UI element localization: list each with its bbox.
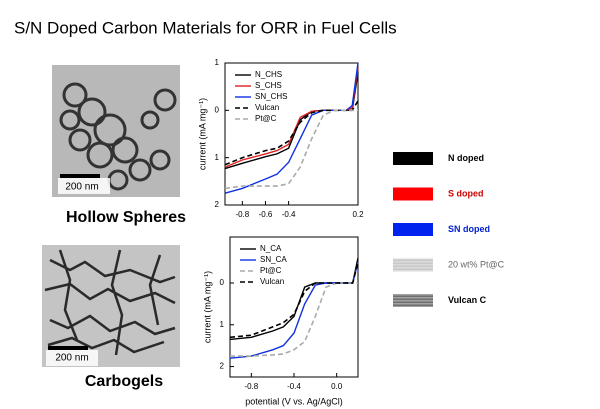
series-line xyxy=(224,62,359,194)
series-line xyxy=(224,67,359,168)
legend-label: Pt@C xyxy=(260,266,282,275)
y-tick-label: 1 xyxy=(220,320,225,329)
legend-label: Vulcan C xyxy=(448,295,487,305)
x-tick-label: -0.8 xyxy=(235,210,249,219)
series-line xyxy=(224,100,359,166)
micrograph xyxy=(52,65,180,197)
y-tick-label: 2 xyxy=(220,362,225,371)
y-axis-label: current (mA mg⁻¹) xyxy=(197,98,207,170)
series-line xyxy=(230,282,358,357)
image-label: Hollow Spheres xyxy=(66,209,186,226)
legend-label: SN doped xyxy=(448,224,490,234)
legend-swatch-stripe xyxy=(393,294,433,307)
y-tick-label: 1 xyxy=(215,58,220,67)
legend-swatch-stripe xyxy=(393,258,433,272)
slide-title: S/N Doped Carbon Materials for ORR in Fu… xyxy=(14,18,397,37)
legend-label: SN_CA xyxy=(260,255,287,264)
y-tick-label: 2 xyxy=(215,200,220,209)
legend-label: SN_CHS xyxy=(255,92,287,101)
legend-label: Pt@C xyxy=(255,114,277,123)
series-line xyxy=(224,109,358,190)
legend-label: S_CHS xyxy=(255,81,282,90)
plot-frame xyxy=(224,62,359,206)
series-line xyxy=(229,261,359,339)
legend-label: S doped xyxy=(448,188,484,198)
legend-label: N_CA xyxy=(260,244,282,253)
series-line xyxy=(229,261,359,359)
legend-label: N doped xyxy=(448,153,484,163)
legend-label: 20 wt% Pt@C xyxy=(448,259,505,269)
series-line xyxy=(229,257,359,341)
scale-label: 200 nm xyxy=(65,182,98,193)
image-label: Carbogels xyxy=(85,373,163,390)
legend-label: Vulcan xyxy=(260,277,284,286)
x-tick-label: 0.0 xyxy=(331,382,343,391)
x-tick-label: -0.6 xyxy=(259,210,273,219)
micrograph xyxy=(42,245,180,367)
x-tick-label: 0.2 xyxy=(352,210,364,219)
y-tick-label: 0 xyxy=(220,278,225,287)
legend-swatch xyxy=(393,187,433,201)
legend-swatch xyxy=(393,223,433,236)
legend-label: Vulcan xyxy=(255,103,279,112)
x-tick-label: -0.8 xyxy=(244,382,258,391)
x-axis-label: potential (V vs. Ag/AgCl) xyxy=(245,396,343,406)
y-axis-label: current (mA mg⁻¹) xyxy=(202,271,212,343)
x-tick-label: -0.4 xyxy=(287,382,301,391)
legend-label: N_CHS xyxy=(255,70,282,79)
scale-label: 200 nm xyxy=(55,353,88,364)
series-line xyxy=(224,72,359,170)
legend-swatch xyxy=(393,152,433,165)
x-tick-label: -0.4 xyxy=(282,210,296,219)
y-tick-label: 0 xyxy=(215,105,220,114)
y-tick-label: 1 xyxy=(215,153,220,162)
